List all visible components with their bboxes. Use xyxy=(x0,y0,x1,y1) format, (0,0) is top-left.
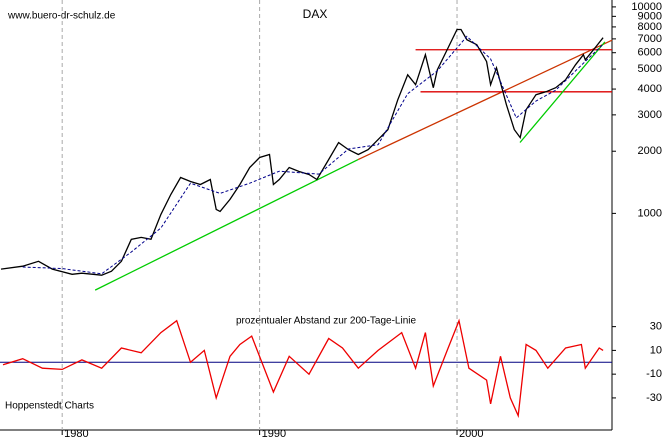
y-tick-label: 6000 xyxy=(638,47,662,59)
y-tick-label: 30 xyxy=(650,321,662,333)
y-tick-label: -10 xyxy=(646,368,662,380)
y-tick-label: 8000 xyxy=(638,21,662,33)
source-box xyxy=(6,9,134,22)
data-line xyxy=(22,35,604,275)
credit: Hoppenstedt Charts xyxy=(5,401,94,412)
source: www.buero-dr-schulz.de xyxy=(7,11,116,22)
y-tick-label: 5000 xyxy=(638,63,662,75)
y-tick-label: 10 xyxy=(650,344,662,356)
x-tick-label: 2000 xyxy=(459,428,483,439)
y-tick-label: 10000 xyxy=(631,1,662,13)
trendline xyxy=(94,158,359,291)
data-line xyxy=(2,318,604,419)
panel-title: prozentualer Abstand zur 200-Tage-Linie xyxy=(236,316,417,327)
y-tick-label: 9000 xyxy=(638,10,662,22)
y-tick-label: 7000 xyxy=(638,33,662,45)
y-tick-label: 4000 xyxy=(638,83,662,95)
x-tick-label: 1990 xyxy=(262,428,286,439)
y-tick-label: 2000 xyxy=(638,145,662,157)
trendline xyxy=(357,39,613,161)
trendline xyxy=(519,41,606,143)
y-tick-label: 3000 xyxy=(638,109,662,121)
y-tick-label: -30 xyxy=(646,392,662,404)
x-tick-label: 1980 xyxy=(64,428,88,439)
y-tick-label: 1000 xyxy=(638,207,662,219)
chart-title: DAX xyxy=(303,7,328,21)
